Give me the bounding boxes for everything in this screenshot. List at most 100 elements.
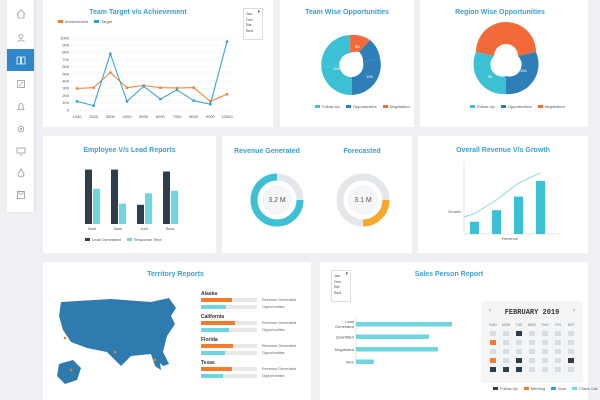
- revenue-value: 3.2 M: [268, 197, 286, 204]
- y-tick-label: Generated: [335, 324, 354, 329]
- dropdown-option[interactable]: Jan: [246, 11, 253, 16]
- data-point: [109, 52, 112, 56]
- edit-icon: [16, 80, 25, 88]
- panel-territory: Territory Reports Alaska Revenue Generate…: [43, 262, 311, 400]
- prev-month-icon[interactable]: ‹: [489, 308, 491, 314]
- dropdown-option[interactable]: Jan: [334, 273, 341, 278]
- team-target-line-chart: 0 100 200 300 400 500 600 700 800 900 1000 1000 2000…: [60, 35, 233, 119]
- territory-bar-label: Revenue Generated: [262, 366, 297, 371]
- territory-bar-opp: [201, 351, 257, 355]
- chevron-down-icon: ▾: [345, 271, 348, 277]
- donut-label: 10K: [366, 74, 373, 79]
- home-icon: [16, 9, 25, 19]
- panel-employee-leads: Employee V/s Lead Reports Noel Alan Jodi Sa…: [43, 136, 216, 253]
- dropdown-option[interactable]: Dec: [334, 278, 342, 284]
- employee-bar-chart: Noel Alan Jodi Sara: [85, 169, 178, 231]
- sales-bar: [356, 347, 438, 352]
- data-point: [75, 100, 79, 103]
- weekday-label: TUE: [516, 323, 524, 327]
- weekday-label: SUN: [489, 323, 497, 327]
- sidebar-item-settings[interactable]: [7, 118, 34, 140]
- territory-bar-opp: [201, 305, 257, 309]
- data-point: [92, 86, 95, 89]
- calendar-grid: SUN MON TUE WED THU FRI SAT: [489, 323, 575, 372]
- data-point: [92, 104, 95, 107]
- territory-bar-label: Opportunities: [262, 373, 285, 378]
- data-point: [75, 87, 79, 90]
- overall-revenue-chart: Growth Revenue: [448, 162, 560, 241]
- calendar-day: [490, 367, 496, 372]
- x-tick-label: Sara: [166, 226, 175, 231]
- usa-map: [57, 298, 176, 384]
- donut-legend: Follow Up Opportunities Negotiation: [315, 104, 410, 109]
- territory-bar-fill: [201, 374, 224, 378]
- territory-bar-fill: [201, 344, 234, 348]
- dropdown-option[interactable]: Dec: [246, 16, 254, 22]
- sidebar-item-book[interactable]: [7, 49, 34, 71]
- donut-slice-follow-up: [473, 52, 506, 95]
- bar-lead-generated: [111, 169, 118, 224]
- x-tick-label: 9000: [206, 114, 216, 119]
- data-point: [125, 86, 129, 89]
- growth-line: [463, 172, 541, 218]
- bar-response-time: [171, 190, 178, 224]
- bar-lead-generated: [163, 171, 170, 224]
- legend-item: Opportunities: [500, 104, 532, 109]
- calendar-day: [568, 331, 574, 336]
- donut-slice-negotiation: [476, 22, 536, 56]
- data-point: [125, 100, 129, 103]
- month-dropdown[interactable]: ▾ Jan Dec Ble Bed: [243, 8, 263, 40]
- month-dropdown[interactable]: ▾ Jan Dec Ble Bed: [331, 270, 351, 302]
- dropdown-option[interactable]: Bed: [334, 289, 342, 295]
- territory-bar-fill: [201, 305, 227, 309]
- donut-slice-opportunities: [506, 52, 539, 95]
- calendar-day: [542, 349, 548, 354]
- dropdown-option[interactable]: Ble: [246, 22, 252, 27]
- calendar-day: [568, 367, 574, 372]
- sidebar-item-bell[interactable]: [7, 96, 34, 118]
- monitor-icon: [16, 147, 25, 156]
- y-axis-label: Growth: [448, 209, 461, 214]
- territory-bar-rev: [201, 367, 257, 371]
- calendar-day: [542, 358, 548, 363]
- calendar-day: [555, 358, 561, 363]
- next-month-icon[interactable]: ›: [573, 308, 575, 314]
- sidebar-item-edit[interactable]: [7, 73, 34, 95]
- territory-bar-rev: [201, 344, 257, 348]
- donut-label: 10K: [520, 68, 527, 73]
- calendar: FEBRUARY 2019 ‹ › SUN MON TUE WED THU FRI SAT: [481, 301, 583, 383]
- sidebar-item-drop[interactable]: [7, 162, 34, 184]
- territory-bar-fill: [201, 367, 232, 371]
- calendar-day: [529, 331, 535, 336]
- bar-response-time: [145, 193, 152, 224]
- legend-item: Opportunities: [345, 104, 377, 109]
- data-point: [142, 85, 145, 88]
- x-axis-label: Revenue: [502, 236, 519, 241]
- x-tick-label: 8000: [189, 114, 199, 119]
- data-point: [159, 86, 162, 89]
- forecast-title: Forecasted: [343, 148, 381, 155]
- revenue-bar: [492, 210, 501, 234]
- x-tick-label: Jodi: [140, 226, 147, 231]
- weekday-label: WED: [528, 323, 537, 327]
- chevron-down-icon: ▾: [257, 9, 260, 15]
- donut-slice-negotiation: [350, 34, 370, 53]
- calendar-day: [555, 349, 561, 354]
- sidebar-item-save[interactable]: [7, 184, 34, 206]
- calendar-day: [568, 349, 574, 354]
- y-tick-label: 100: [62, 100, 69, 105]
- legend-item: Meeting: [523, 386, 545, 391]
- sidebar-item-monitor[interactable]: [7, 140, 34, 162]
- team-opportunities-donut: 15K 5K 10K: [321, 34, 381, 96]
- dropdown-option[interactable]: Bed: [246, 27, 254, 33]
- panel-title: Sales Person Report: [414, 271, 484, 278]
- legend-item: Response Time: [126, 237, 162, 242]
- territory-bar-fill: [201, 321, 235, 325]
- calendar-day: [503, 349, 509, 354]
- dropdown-option[interactable]: Ble: [334, 284, 340, 289]
- sidebar-item-home[interactable]: [7, 3, 34, 25]
- donut-slice-opportunities: [352, 58, 381, 95]
- sidebar-item-user[interactable]: [7, 27, 34, 49]
- legend-item: Negotiation: [537, 104, 565, 109]
- territory-bar-label: Revenue Generated: [262, 297, 297, 302]
